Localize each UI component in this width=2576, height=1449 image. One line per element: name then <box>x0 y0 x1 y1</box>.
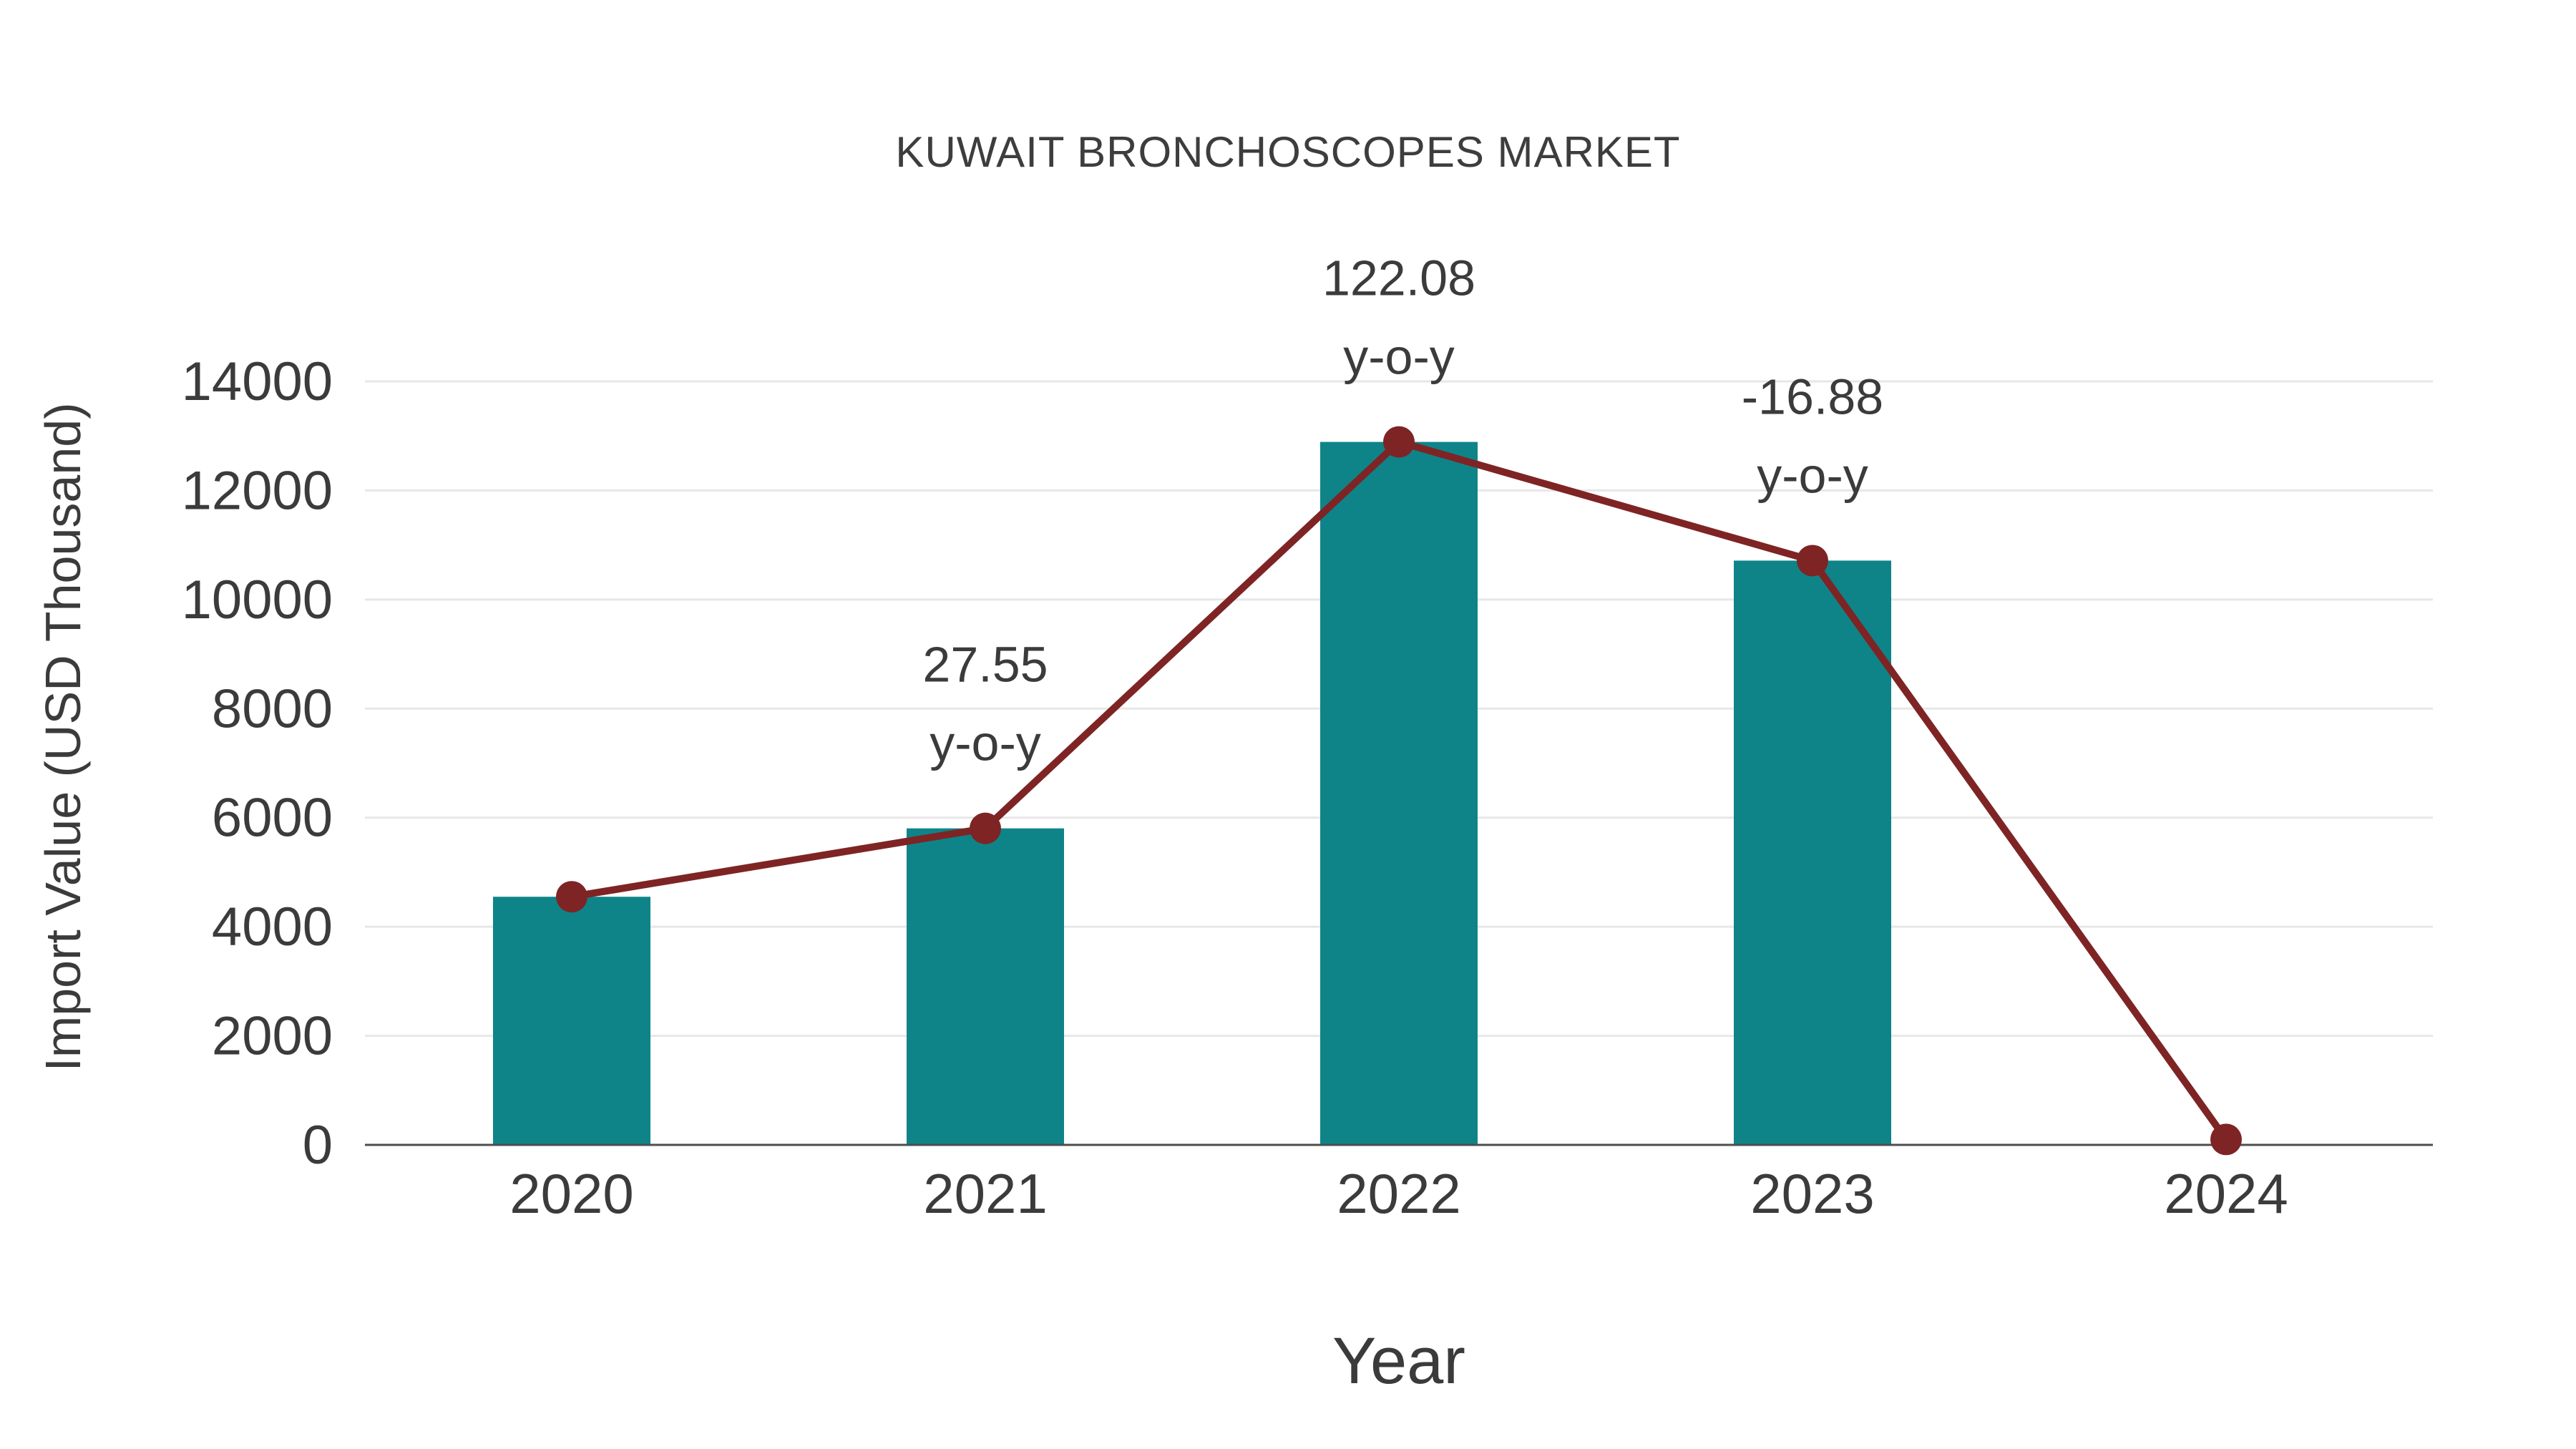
trend-point-2020 <box>556 881 587 913</box>
y-tick-label: 10000 <box>182 570 333 630</box>
trend-point-2024 <box>2210 1123 2242 1156</box>
x-axis-label: Year <box>1332 1324 1465 1397</box>
y-tick-label: 2000 <box>212 1006 333 1067</box>
x-tick-label: 2023 <box>1750 1162 1875 1225</box>
bar-2021 <box>907 828 1064 1145</box>
annotation-suffix-2022: y-o-y <box>1343 329 1455 385</box>
y-tick-label: 4000 <box>212 897 333 957</box>
y-tick-label: 6000 <box>212 788 333 849</box>
x-tick-label: 2024 <box>2164 1162 2288 1225</box>
x-tick-label: 2020 <box>509 1162 634 1225</box>
y-tick-label: 8000 <box>212 678 333 739</box>
x-tick-label: 2022 <box>1337 1162 1461 1225</box>
x-tick-label: 2021 <box>923 1162 1048 1225</box>
trend-point-2023 <box>1797 545 1828 577</box>
annotation-value-2022: 122.08 <box>1322 250 1475 306</box>
y-tick-label: 14000 <box>182 351 333 412</box>
annotation-suffix-2021: y-o-y <box>930 716 1041 771</box>
y-tick-label: 12000 <box>182 460 333 521</box>
annotation-value-2023: -16.88 <box>1742 369 1883 424</box>
annotation-value-2021: 27.55 <box>922 637 1048 693</box>
bar-2023 <box>1734 560 1891 1145</box>
trend-point-2022 <box>1383 426 1415 458</box>
bar-2020 <box>493 897 650 1145</box>
chart-title: KUWAIT BRONCHOSCOPES MARKET <box>895 128 1681 176</box>
annotation-suffix-2023: y-o-y <box>1757 447 1868 503</box>
bar-2022 <box>1320 441 1478 1145</box>
y-tick-label: 0 <box>303 1115 333 1176</box>
trend-point-2021 <box>970 812 1001 844</box>
